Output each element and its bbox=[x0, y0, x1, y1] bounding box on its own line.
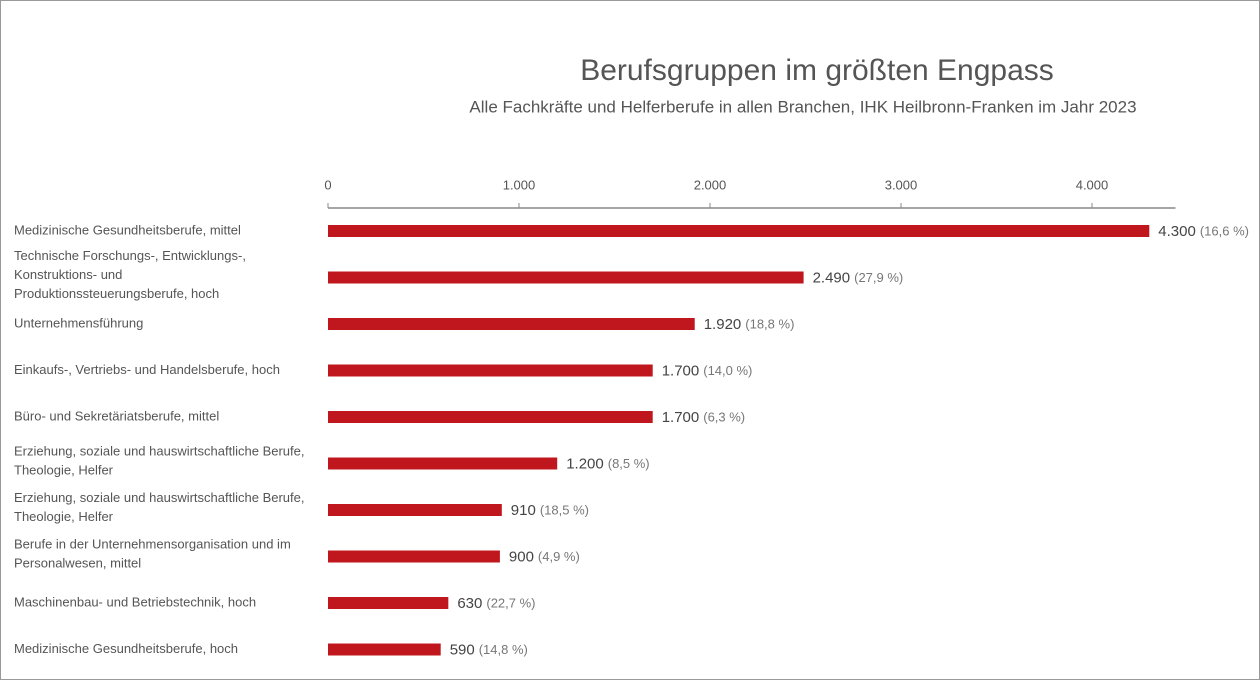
bar bbox=[328, 457, 558, 470]
category-label: Technische Forschungs-, Entwicklungs-, bbox=[14, 248, 246, 263]
category-label: Theologie, Helfer bbox=[14, 462, 114, 477]
chart-subtitle: Alle Fachkräfte und Helferberufe in alle… bbox=[469, 97, 1136, 116]
share-label: (22,7 %) bbox=[486, 595, 535, 610]
category-label: Berufe in der Unternehmensorganisation u… bbox=[14, 536, 291, 551]
category-label: Medizinische Gesundheitsberufe, mittel bbox=[14, 222, 241, 237]
bar bbox=[328, 271, 804, 284]
x-tick-label: 3.000 bbox=[885, 177, 918, 192]
value-label: 910 bbox=[511, 502, 536, 519]
value-label: 630 bbox=[457, 595, 482, 612]
value-label: 4.300 bbox=[1158, 223, 1196, 240]
value-label: 1.920 bbox=[704, 316, 742, 333]
category-label: Erziehung, soziale und hauswirtschaftlic… bbox=[14, 443, 305, 458]
bar bbox=[328, 504, 502, 516]
x-tick-label: 1.000 bbox=[503, 177, 536, 192]
bar bbox=[328, 597, 449, 609]
value-label: 2.490 bbox=[813, 269, 851, 286]
bar bbox=[328, 225, 1150, 237]
value-label: 900 bbox=[509, 548, 534, 565]
value-label: 590 bbox=[450, 641, 475, 658]
bar bbox=[328, 550, 500, 563]
category-label: Personalwesen, mittel bbox=[14, 555, 141, 570]
category-label: Theologie, Helfer bbox=[14, 509, 114, 524]
bar bbox=[328, 364, 653, 377]
share-label: (16,6 %) bbox=[1200, 223, 1249, 238]
category-label: Maschinenbau- und Betriebstechnik, hoch bbox=[14, 594, 256, 609]
category-label: Konstruktions- und bbox=[14, 267, 122, 282]
bar bbox=[328, 318, 695, 330]
share-label: (4,9 %) bbox=[538, 549, 580, 564]
value-label: 1.700 bbox=[662, 409, 700, 426]
category-label: Büro- und Sekretäriatsberufe, mittel bbox=[14, 408, 219, 423]
category-label: Unternehmensführung bbox=[14, 315, 143, 330]
chart-title: Berufsgruppen im größten Engpass bbox=[580, 54, 1054, 87]
share-label: (8,5 %) bbox=[608, 456, 650, 471]
bar bbox=[328, 411, 653, 423]
category-label: Einkaufs-, Vertriebs- und Handelsberufe,… bbox=[14, 362, 280, 377]
share-label: (18,8 %) bbox=[745, 316, 794, 331]
share-label: (27,9 %) bbox=[854, 270, 903, 285]
share-label: (6,3 %) bbox=[703, 409, 745, 424]
x-tick-label: 2.000 bbox=[694, 177, 727, 192]
x-tick-label: 4.000 bbox=[1076, 177, 1109, 192]
bar bbox=[328, 643, 441, 656]
category-label: Produktionssteuerungsberufe, hoch bbox=[14, 286, 219, 301]
share-label: (14,8 %) bbox=[479, 642, 528, 657]
share-label: (14,0 %) bbox=[703, 363, 752, 378]
value-label: 1.200 bbox=[566, 455, 604, 472]
x-tick-label: 0 bbox=[324, 177, 331, 192]
category-label: Erziehung, soziale und hauswirtschaftlic… bbox=[14, 490, 305, 505]
value-label: 1.700 bbox=[662, 362, 700, 379]
category-label: Medizinische Gesundheitsberufe, hoch bbox=[14, 641, 238, 656]
share-label: (18,5 %) bbox=[540, 502, 589, 517]
